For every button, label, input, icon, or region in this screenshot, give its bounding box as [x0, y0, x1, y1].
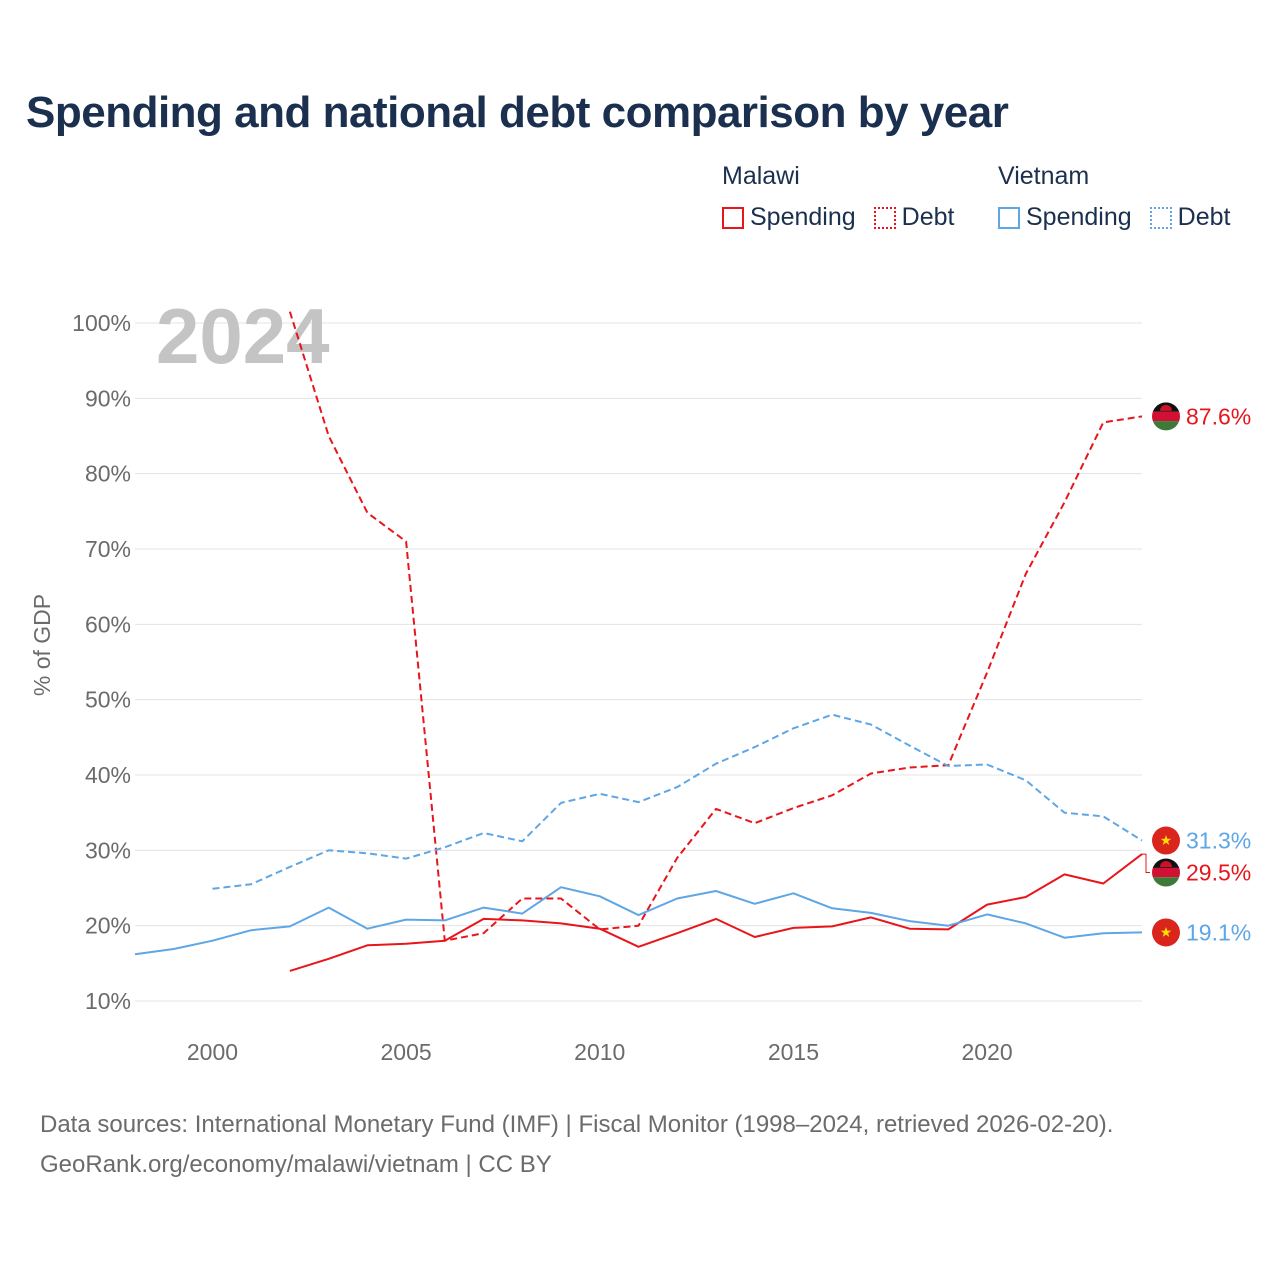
- y-tick-label: 80%: [85, 461, 131, 487]
- legend-item-label: Debt: [901, 203, 955, 231]
- legend-item-malawi-spending[interactable]: Spending: [722, 203, 856, 232]
- series-line-malawi-debt: [288, 311, 1143, 942]
- y-tick-label: 20%: [85, 913, 131, 939]
- x-tick-label: 2005: [381, 1039, 432, 1065]
- x-tick-label: 2020: [961, 1039, 1012, 1065]
- y-tick-label: 90%: [85, 385, 131, 411]
- solid-line-swatch-icon: [998, 206, 1020, 229]
- dotted-line-swatch-icon: [873, 206, 896, 229]
- legend-group-title: Malawi: [722, 162, 800, 190]
- legend-item-label: Spending: [1026, 203, 1132, 231]
- solid-line-swatch-icon: [722, 206, 744, 229]
- y-tick-label: 60%: [85, 611, 131, 637]
- dotted-line-swatch-icon: [1149, 206, 1172, 229]
- series-line-vietnam-debt: [212, 713, 1143, 890]
- series-line-malawi-spending: [289, 853, 1143, 972]
- end-value-label: 31.3%: [1186, 828, 1251, 854]
- x-tick-label: 2010: [574, 1039, 625, 1065]
- legend-group-title: Vietnam: [998, 162, 1090, 190]
- legend-item-malawi-debt[interactable]: Debt: [873, 203, 955, 232]
- sources-line-1: Data sources: International Monetary Fun…: [40, 1111, 1114, 1138]
- y-tick-label: 70%: [85, 536, 131, 562]
- end-value-label: 19.1%: [1186, 919, 1251, 945]
- y-axis-label: % of GDP: [29, 594, 55, 696]
- legend-item-label: Debt: [1177, 203, 1231, 231]
- x-tick-label: 2000: [187, 1039, 238, 1065]
- malawi-flag-icon: [1152, 858, 1180, 887]
- end-value-label: 29.5%: [1186, 860, 1251, 886]
- legend-item-vietnam-spending[interactable]: Spending: [998, 203, 1132, 232]
- data-sources: Data sources: International Monetary Fun…: [40, 1105, 1113, 1185]
- legend-group-vietnam: Vietnam Spending Debt: [998, 162, 1230, 232]
- vietnam-flag-icon: [1152, 918, 1180, 947]
- x-tick-label: 2015: [768, 1039, 819, 1065]
- sources-line-2: GeoRank.org/economy/malawi/vietnam | CC …: [40, 1151, 552, 1178]
- legend-item-label: Spending: [750, 203, 856, 231]
- y-tick-label: 10%: [85, 988, 131, 1014]
- series-line-vietnam-spending: [134, 886, 1143, 956]
- chart-title: Spending and national debt comparison by…: [26, 88, 1009, 137]
- label-connector: [1142, 853, 1150, 873]
- end-value-label: 87.6%: [1186, 403, 1251, 429]
- y-tick-label: 40%: [85, 762, 131, 788]
- vietnam-flag-icon: [1152, 826, 1180, 855]
- y-tick-label: 30%: [85, 837, 131, 863]
- y-tick-label: 50%: [85, 687, 131, 713]
- legend-group-malawi: Malawi Spending Debt: [722, 162, 954, 232]
- legend-item-vietnam-debt[interactable]: Debt: [1149, 203, 1231, 232]
- year-watermark: 2024: [156, 292, 330, 380]
- malawi-flag-icon: [1152, 402, 1180, 431]
- y-tick-label: 100%: [72, 310, 131, 336]
